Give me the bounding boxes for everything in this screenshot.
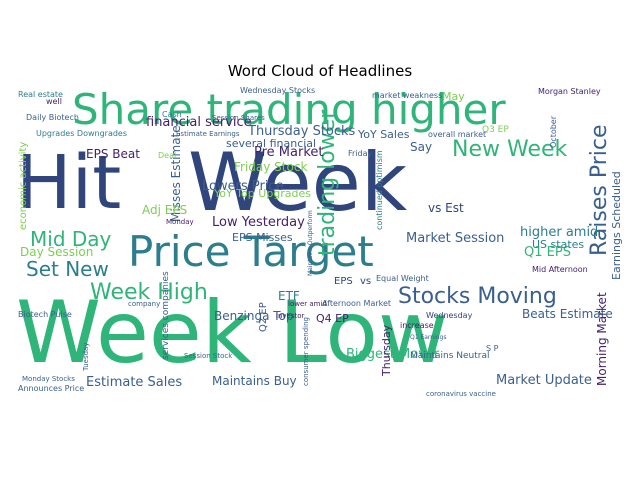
word-coronavirus-vaccine: coronavirus vaccine — [426, 390, 496, 398]
word-real-estate: Real estate — [18, 90, 63, 99]
word-week-high: Week High — [90, 280, 208, 305]
word-well: well — [46, 97, 62, 106]
word-maintains-buy: Maintains Buy — [212, 374, 297, 388]
word-earnings-scheduled: Earnings Scheduled — [610, 171, 623, 280]
word-overall-market: overall market — [428, 130, 486, 139]
word-set-new: Set New — [26, 257, 109, 281]
word-higher-amid: higher amid — [520, 225, 598, 240]
word-services-companies: services companies — [161, 271, 171, 360]
word-monday: Monday — [166, 218, 194, 226]
word-estimate-earnings: Estimate Earnings — [176, 130, 240, 138]
word-yoy-top-upgrades: YoY Top Upgrades — [213, 187, 311, 200]
word-cash: Cash — [162, 110, 182, 119]
word-week-low: Week Low — [16, 283, 448, 383]
word-deal: Deal — [158, 151, 176, 160]
word-monday-stocks: Monday Stocks — [22, 375, 75, 383]
word-biggest-mover: Biggest Mover — [346, 347, 440, 362]
word-benzinga-top: Benzinga Top — [214, 309, 294, 323]
word-vs-est: vs Est — [428, 201, 464, 215]
word-new-week: New Week — [452, 137, 568, 162]
word-eps-beat: EPS Beat — [86, 147, 140, 161]
word-tuesday: Tuesday — [82, 343, 90, 372]
word-q1-eps: Q1 EPS — [524, 245, 571, 260]
word-etf: ETF — [278, 289, 300, 303]
chart-title: Word Cloud of Headlines — [227, 62, 413, 80]
word-wednesday-stocks: Wednesday Stocks — [240, 86, 315, 95]
word-upgrades-downgrades: Upgrades Downgrades — [36, 129, 127, 138]
word-may: May — [442, 90, 465, 103]
word-morning-market: Morning Market — [595, 292, 609, 386]
word-financial-service: financial service — [146, 115, 252, 130]
word-afternoon-market: Afternoon Market — [322, 299, 391, 308]
word-price-target: Price Target — [128, 227, 374, 276]
word-session-stock: Session Stock — [184, 352, 233, 360]
word-s-p: S P — [486, 344, 499, 353]
word-friday: Friday — [348, 149, 373, 158]
word-hit: Hit — [16, 140, 121, 226]
word-session-shares: Session Shares — [212, 114, 265, 122]
word-misses-estimate: Misses Estimate — [169, 125, 183, 222]
word-company: company — [128, 300, 160, 308]
word-low-yesterday: Low Yesterday — [212, 215, 305, 230]
word-thursday-stocks: Thursday Stocks — [247, 124, 356, 139]
word-mid-afternoon: Mid Afternoon — [532, 265, 588, 274]
word-q4-ep: Q4 EP — [316, 312, 349, 325]
word-lower-amid: lower amid — [288, 300, 327, 308]
word-morgan-stanley: Morgan Stanley — [538, 87, 601, 96]
word-equal-weight: Equal Weight — [376, 274, 429, 283]
word-continued-optimism: continued optimism — [375, 150, 384, 230]
word-october: October — [549, 115, 558, 148]
word-maintains-neutral: Maintains Neutral — [410, 351, 490, 361]
word-vs: vs — [360, 276, 371, 287]
word-mid-day: Mid Day — [30, 227, 112, 251]
word-pre-market: Pre Market — [254, 145, 324, 160]
word-share-trading-higher: Share trading higher — [72, 86, 506, 134]
word-yoy-sales: YoY Sales — [357, 128, 410, 141]
word-eps: EPS — [334, 276, 353, 287]
word-week: Week — [188, 136, 408, 229]
word-wednesday: Wednesday — [426, 311, 473, 320]
word-adj-eps: Adj EPS — [142, 203, 187, 217]
word-maintains-outperform: Maintains Outperform — [307, 210, 314, 276]
word-increase: increase — [400, 321, 434, 330]
word-estimate-sales: Estimate Sales — [86, 375, 182, 390]
word-lowers-price: Lowers Price — [202, 179, 284, 194]
word-say: Say — [410, 140, 432, 154]
word-raises-price: Raises Price — [587, 124, 612, 256]
word-us-states: US states — [532, 238, 584, 251]
word-consumer-spending: consumer spending — [302, 317, 310, 386]
word-q1-earnings: Q1 Earnings — [410, 334, 446, 341]
word-eps-misses: EPS Misses — [232, 231, 293, 244]
word-economic-activity: economic activity — [18, 142, 29, 230]
word-trading-lower: trading lower — [315, 109, 340, 256]
word-announces-price: Announces Price — [18, 384, 84, 393]
word-cloud: Hit Week Week Low Share trading higher Price… — [16, 86, 623, 398]
word-day-session: Day Session — [20, 245, 93, 259]
word-friday-stock: Friday Stock — [234, 160, 307, 174]
word-q3-ep: Q3 EP — [482, 125, 509, 135]
word-market-session: Market Session — [406, 231, 504, 246]
word-investor: investor — [276, 312, 305, 320]
word-thursday: Thursday — [380, 324, 393, 377]
word-market-weakness: market weakness — [372, 91, 442, 100]
word-q2-ep: Q2 EP — [258, 302, 269, 332]
word-biotech-pulse: Biotech Pulse — [18, 310, 72, 319]
word-stocks-moving: Stocks Moving — [398, 284, 557, 309]
word-beats-estimate: Beats Estimate — [522, 307, 613, 321]
word-several-financial: several financial — [226, 137, 316, 150]
word-daily-biotech: Daily Biotech — [26, 113, 79, 122]
word-market-update: Market Update — [496, 373, 592, 388]
